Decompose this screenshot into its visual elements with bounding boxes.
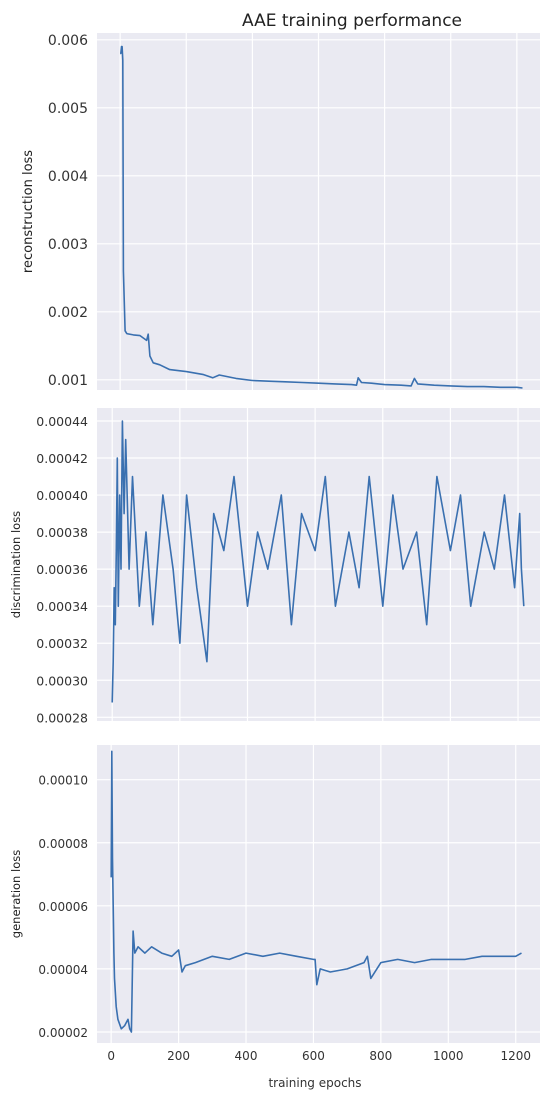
y-tick-label: 0.00002 — [38, 1026, 88, 1040]
y-tick-label: 0.00008 — [38, 837, 88, 851]
plot-background — [97, 745, 540, 1043]
y-tick-label: 0.00030 — [36, 673, 88, 688]
y-tick-label: 0.00036 — [36, 562, 88, 577]
figure-title: AAE training performance — [242, 11, 462, 31]
x-tick-label: 200 — [167, 1049, 190, 1063]
chart-panel-1: 0.001 0.002 0.003 0.004 0.005 0.006 reconstruc… — [21, 33, 540, 390]
y-axis-label: discrimination loss — [9, 511, 23, 618]
x-tick-label: 400 — [235, 1049, 258, 1063]
y-tick-label: 0.00034 — [36, 599, 88, 614]
y-tick-label: 0.001 — [48, 373, 88, 389]
x-tick-label: 600 — [302, 1049, 325, 1063]
series-line — [120, 45, 523, 389]
y-tick-label: 0.00004 — [38, 963, 88, 977]
y-tick-label: 0.003 — [48, 237, 88, 253]
x-tick-label: 0 — [107, 1049, 115, 1063]
y-axis-label: generation loss — [9, 850, 23, 938]
y-tick-label: 0.00044 — [36, 414, 88, 429]
y-tick-label: 0.00006 — [38, 900, 88, 914]
y-tick-label: 0.002 — [48, 305, 88, 321]
chart-panel-3: 0.00002 0.00004 0.00006 0.00008 0.00010 0 200 4… — [9, 745, 540, 1063]
y-tick-label: 0.00040 — [36, 488, 88, 503]
y-tick-label: 0.006 — [48, 33, 88, 49]
y-tick-label: 0.00042 — [36, 451, 88, 466]
chart-panel-2: 0.00028 0.00030 0.00032 0.00034 0.00036 0.000… — [9, 408, 540, 725]
y-tick-label: 0.00038 — [36, 525, 88, 540]
y-tick-label: 0.00010 — [38, 774, 88, 788]
plot-background — [97, 408, 540, 721]
panels: 0.001 0.002 0.003 0.004 0.005 0.006 reconstruc… — [9, 33, 540, 1063]
x-tick-label: 1200 — [500, 1049, 531, 1063]
y-tick-label: 0.004 — [48, 169, 88, 185]
series-line — [110, 750, 522, 1033]
x-tick-label: 1000 — [433, 1049, 464, 1063]
x-axis-label: training epochs — [268, 1076, 361, 1090]
x-tick-label: 800 — [369, 1049, 392, 1063]
series-line — [111, 420, 525, 703]
y-tick-label: 0.005 — [48, 101, 88, 117]
y-tick-label: 0.00032 — [36, 636, 88, 651]
y-tick-label: 0.00028 — [36, 710, 88, 725]
y-axis-label: reconstruction loss — [21, 150, 36, 273]
